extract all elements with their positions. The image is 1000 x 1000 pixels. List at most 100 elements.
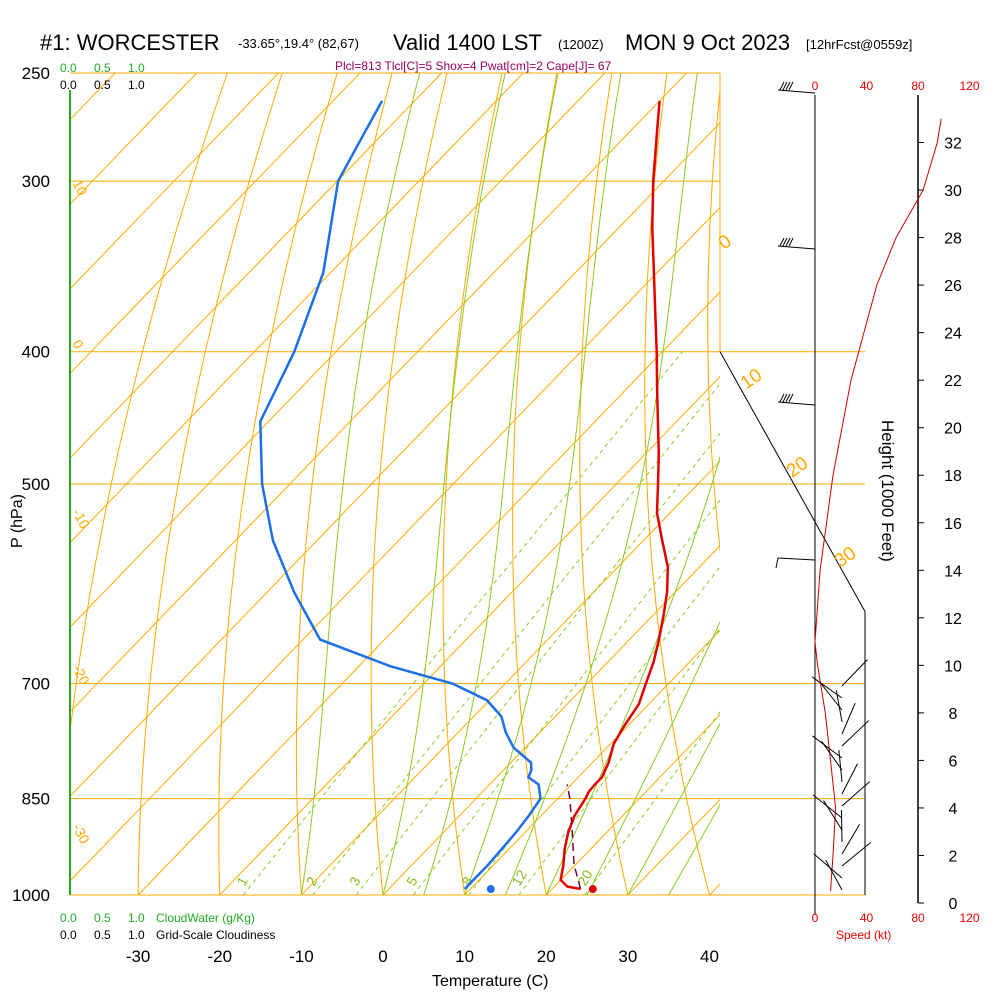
moist-adiabat-30: [627, 722, 720, 895]
temperature-tick-20: 20: [537, 947, 556, 966]
isotherm--50: [70, 122, 720, 798]
x-axis-title: Temperature (C): [432, 973, 548, 990]
wind-barb: [777, 81, 816, 94]
moist-adiabat-35: [668, 803, 720, 895]
dry-adiabat--20: [218, 73, 338, 895]
temperature-tick--30: -30: [126, 947, 151, 966]
pressure-tick-500: 500: [22, 475, 50, 494]
thermo-grid: [70, 73, 1000, 895]
wind-barb: [813, 853, 843, 879]
wind-barb: [841, 703, 856, 735]
title-date: MON 9 Oct 2023: [625, 30, 790, 55]
isotherm-label-10: 10: [69, 177, 91, 198]
temperature-tick--20: -20: [207, 947, 232, 966]
isotherm--30: [137, 291, 720, 895]
isotherm-label-0: 0: [69, 337, 87, 352]
wind-barb: [777, 393, 816, 406]
cl-top-tick-1: 0.5: [94, 78, 111, 92]
moist-adiabat-15: [504, 73, 698, 895]
wind-speed-panel: 0246810121416182022242628303200404080801…: [812, 79, 980, 925]
title-forecast: [12hrFcst@0559z]: [806, 37, 912, 52]
dry-adiabat--30: [137, 73, 283, 895]
mixing-ratio-line-5: [413, 499, 720, 895]
speed-bottom-tick-120: 120: [959, 911, 979, 925]
dewpoint-profile-line: [259, 100, 542, 890]
cl-bottom-tick-1: 0.5: [94, 928, 111, 942]
mixing-ratio-line-3: [355, 432, 720, 895]
height-tick-12: 12: [944, 611, 962, 628]
height-tick-22: 22: [944, 373, 962, 390]
dry-adiabat--40: [70, 73, 228, 737]
temperature-tick-40: 40: [700, 947, 719, 966]
isotherm--90: [70, 73, 442, 459]
speed-top-tick-80: 80: [911, 79, 925, 93]
moist-adiabat-10: [464, 73, 622, 895]
dry-adiabat-10: [442, 73, 503, 895]
isotherm--100: [70, 73, 361, 375]
wind-barb: [838, 750, 843, 783]
temperature-profile-line: [559, 100, 670, 891]
wind-speed-curve: [814, 118, 942, 892]
cw-top-tick-2: 1.0: [128, 61, 145, 75]
cl-top-tick-0: 0.0: [60, 78, 77, 92]
pressure-tick-1000: 1000: [12, 886, 50, 905]
wind-barb: [812, 735, 843, 759]
wind-barb: [835, 690, 843, 723]
y-axis-title: P (hPa): [9, 494, 26, 548]
height-tick-20: 20: [944, 421, 962, 438]
wind-barb: [841, 720, 870, 747]
isotherm-0: [382, 545, 720, 895]
speed-top-tick-120: 120: [959, 79, 979, 93]
temperature-tick-0: 0: [378, 947, 387, 966]
pressure-tick-400: 400: [22, 343, 50, 362]
height-tick-2: 2: [949, 848, 958, 865]
speed-bottom-tick-0: 0: [812, 911, 819, 925]
dry-adiabat-label-0: 0: [715, 231, 736, 254]
speed-top-tick-40: 40: [860, 79, 874, 93]
height-tick-18: 18: [944, 468, 962, 485]
dry-adiabat-label-20: 20: [783, 453, 812, 482]
dry-adiabat-20: [512, 73, 558, 895]
height-tick-14: 14: [944, 563, 962, 580]
speed-top-tick-0: 0: [812, 79, 819, 93]
cw-bottom-tick-2: 1.0: [128, 911, 145, 925]
mixing-ratio-label-3: 3: [346, 874, 364, 889]
mixing-ratio-label-1: 1: [233, 874, 251, 889]
isobar-lines: [70, 72, 866, 896]
pressure-tick-250: 250: [22, 64, 50, 83]
temperature-tick--10: -10: [289, 947, 314, 966]
wind-barb: [821, 740, 843, 771]
height-tick-0: 0: [949, 896, 958, 913]
height-tick-16: 16: [944, 516, 962, 533]
temperature-tick-30: 30: [618, 947, 637, 966]
cl-top-tick-2: 1.0: [128, 78, 145, 92]
height-tick-26: 26: [944, 278, 962, 295]
mixing-ratio-label-2: 2: [303, 874, 321, 889]
wind-barb: [823, 800, 843, 831]
surface-temperature-marker: [588, 885, 597, 894]
height-tick-8: 8: [949, 706, 958, 723]
dry-adiabat-label-30: 30: [831, 543, 860, 572]
dry-adiabat-50: [707, 85, 720, 554]
height-tick-32: 32: [944, 136, 962, 153]
stability-indices: Plcl=813 Tlcl[C]=5 Shox=4 Pwat[cm]=2 Cap…: [335, 59, 612, 73]
moist-adiabat-25: [586, 620, 720, 895]
surface-dewpoint-marker: [486, 885, 495, 894]
moist-adiabat-0: [382, 73, 506, 895]
speed-axis-title: Speed (kt): [836, 928, 891, 942]
cw-top-tick-1: 0.5: [94, 61, 111, 75]
dry-adiabat-100: [996, 73, 1000, 895]
height-tick-24: 24: [944, 326, 962, 343]
height-tick-30: 30: [944, 183, 962, 200]
wind-barb: [841, 659, 868, 687]
dry-adiabat-0: [370, 73, 448, 895]
isotherm-label--10: -10: [69, 506, 93, 532]
mixing-ratio-label-12: 12: [508, 867, 530, 889]
wind-barb: [775, 557, 816, 569]
mixing-ratio-line-12: [518, 627, 720, 895]
title-station: #1: WORCESTER: [40, 30, 220, 55]
dry-adiabat-80: [886, 73, 1000, 895]
isotherm-label--30: -30: [69, 821, 93, 847]
